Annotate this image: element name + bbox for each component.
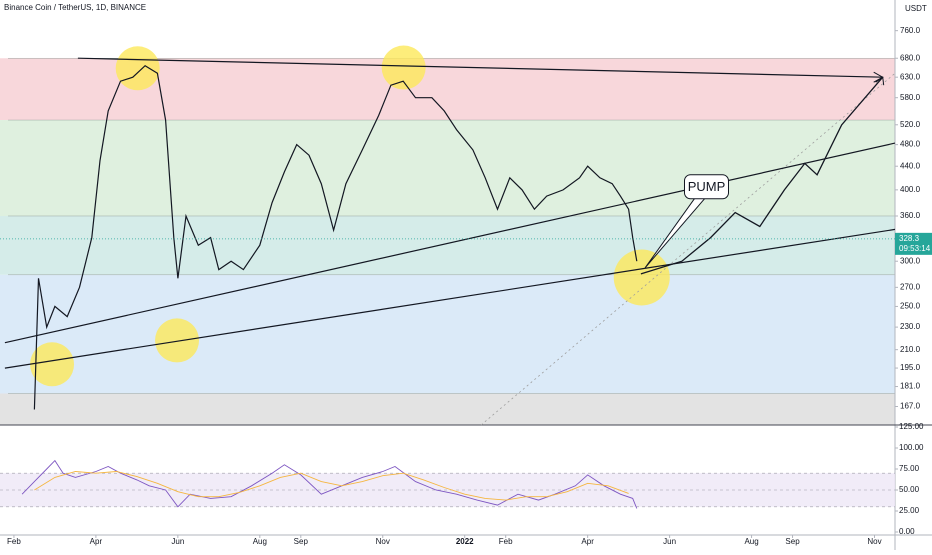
y-tick-label: 400.0 bbox=[900, 185, 921, 194]
highlight bbox=[30, 342, 75, 387]
y-tick-label: 360.0 bbox=[900, 211, 921, 220]
zone bbox=[0, 120, 895, 216]
last-price-tag bbox=[895, 232, 932, 255]
rsi-tick-label: 125.00 bbox=[899, 422, 924, 431]
y-tick-label: 210.0 bbox=[900, 345, 921, 354]
highlight bbox=[155, 318, 200, 363]
zone bbox=[0, 215, 895, 275]
rsi-tick-label: 25.00 bbox=[899, 506, 920, 515]
y-tick-label: 440.0 bbox=[900, 161, 921, 170]
y-tick-label: 230.0 bbox=[900, 322, 921, 331]
x-tick-label: Aug bbox=[253, 537, 267, 546]
callout-box bbox=[683, 174, 729, 200]
trendline bbox=[77, 57, 883, 78]
y-tick-label: 760.0 bbox=[900, 26, 921, 35]
y-tick-label: 300.0 bbox=[900, 256, 921, 265]
y-tick-label: 630.0 bbox=[900, 72, 921, 81]
price-line bbox=[33, 64, 638, 410]
chart-title: Binance Coin / TetherUS, 1D, BINANCE bbox=[4, 3, 146, 12]
x-tick-label: Feb bbox=[7, 537, 21, 546]
callout-text: PUMP bbox=[688, 179, 726, 194]
trendline bbox=[4, 142, 896, 344]
last-price-label: 328.3 bbox=[899, 234, 920, 243]
x-tick-label: Jun bbox=[663, 537, 676, 546]
x-tick-label: Jun bbox=[171, 537, 184, 546]
highlight bbox=[115, 46, 160, 91]
dotted-line bbox=[480, 72, 896, 426]
zone bbox=[0, 393, 895, 425]
y-tick-label: 580.0 bbox=[900, 93, 921, 102]
rsi-line bbox=[34, 471, 629, 501]
x-tick-label: Feb bbox=[499, 537, 513, 546]
callout-pointer bbox=[644, 195, 705, 269]
y-tick-label: 520.0 bbox=[900, 120, 921, 129]
projection bbox=[640, 76, 884, 275]
x-tick-label: Apr bbox=[90, 537, 103, 546]
rsi-tick-label: 50.00 bbox=[899, 485, 920, 494]
y-tick-label: 680.0 bbox=[900, 53, 921, 62]
countdown: 09:53:14 bbox=[899, 244, 931, 253]
currency: USDT bbox=[905, 4, 927, 13]
x-tick-label: Aug bbox=[744, 537, 758, 546]
x-tick-label: Sep bbox=[294, 537, 309, 546]
x-tick-label: Nov bbox=[376, 537, 390, 546]
highlight bbox=[613, 249, 670, 306]
zone bbox=[0, 274, 895, 394]
y-tick-label: 480.0 bbox=[900, 140, 921, 149]
rsi-tick-label: 100.00 bbox=[899, 443, 924, 452]
rsi-tick-label: 0.00 bbox=[899, 527, 915, 536]
x-tick-label: 2022 bbox=[456, 537, 474, 546]
x-tick-label: Nov bbox=[867, 537, 881, 546]
trendline bbox=[4, 228, 896, 369]
y-tick-label: 270.0 bbox=[900, 282, 921, 291]
highlight bbox=[381, 45, 426, 90]
y-tick-label: 195.0 bbox=[900, 363, 921, 372]
y-tick-label: 167.0 bbox=[900, 402, 921, 411]
x-tick-label: Sep bbox=[785, 537, 800, 546]
y-tick-label: 181.0 bbox=[900, 382, 921, 391]
y-tick-label: 250.0 bbox=[900, 302, 921, 311]
rsi-tick-label: 75.00 bbox=[899, 464, 920, 473]
x-tick-label: Apr bbox=[581, 537, 594, 546]
arrow-head bbox=[875, 76, 885, 86]
